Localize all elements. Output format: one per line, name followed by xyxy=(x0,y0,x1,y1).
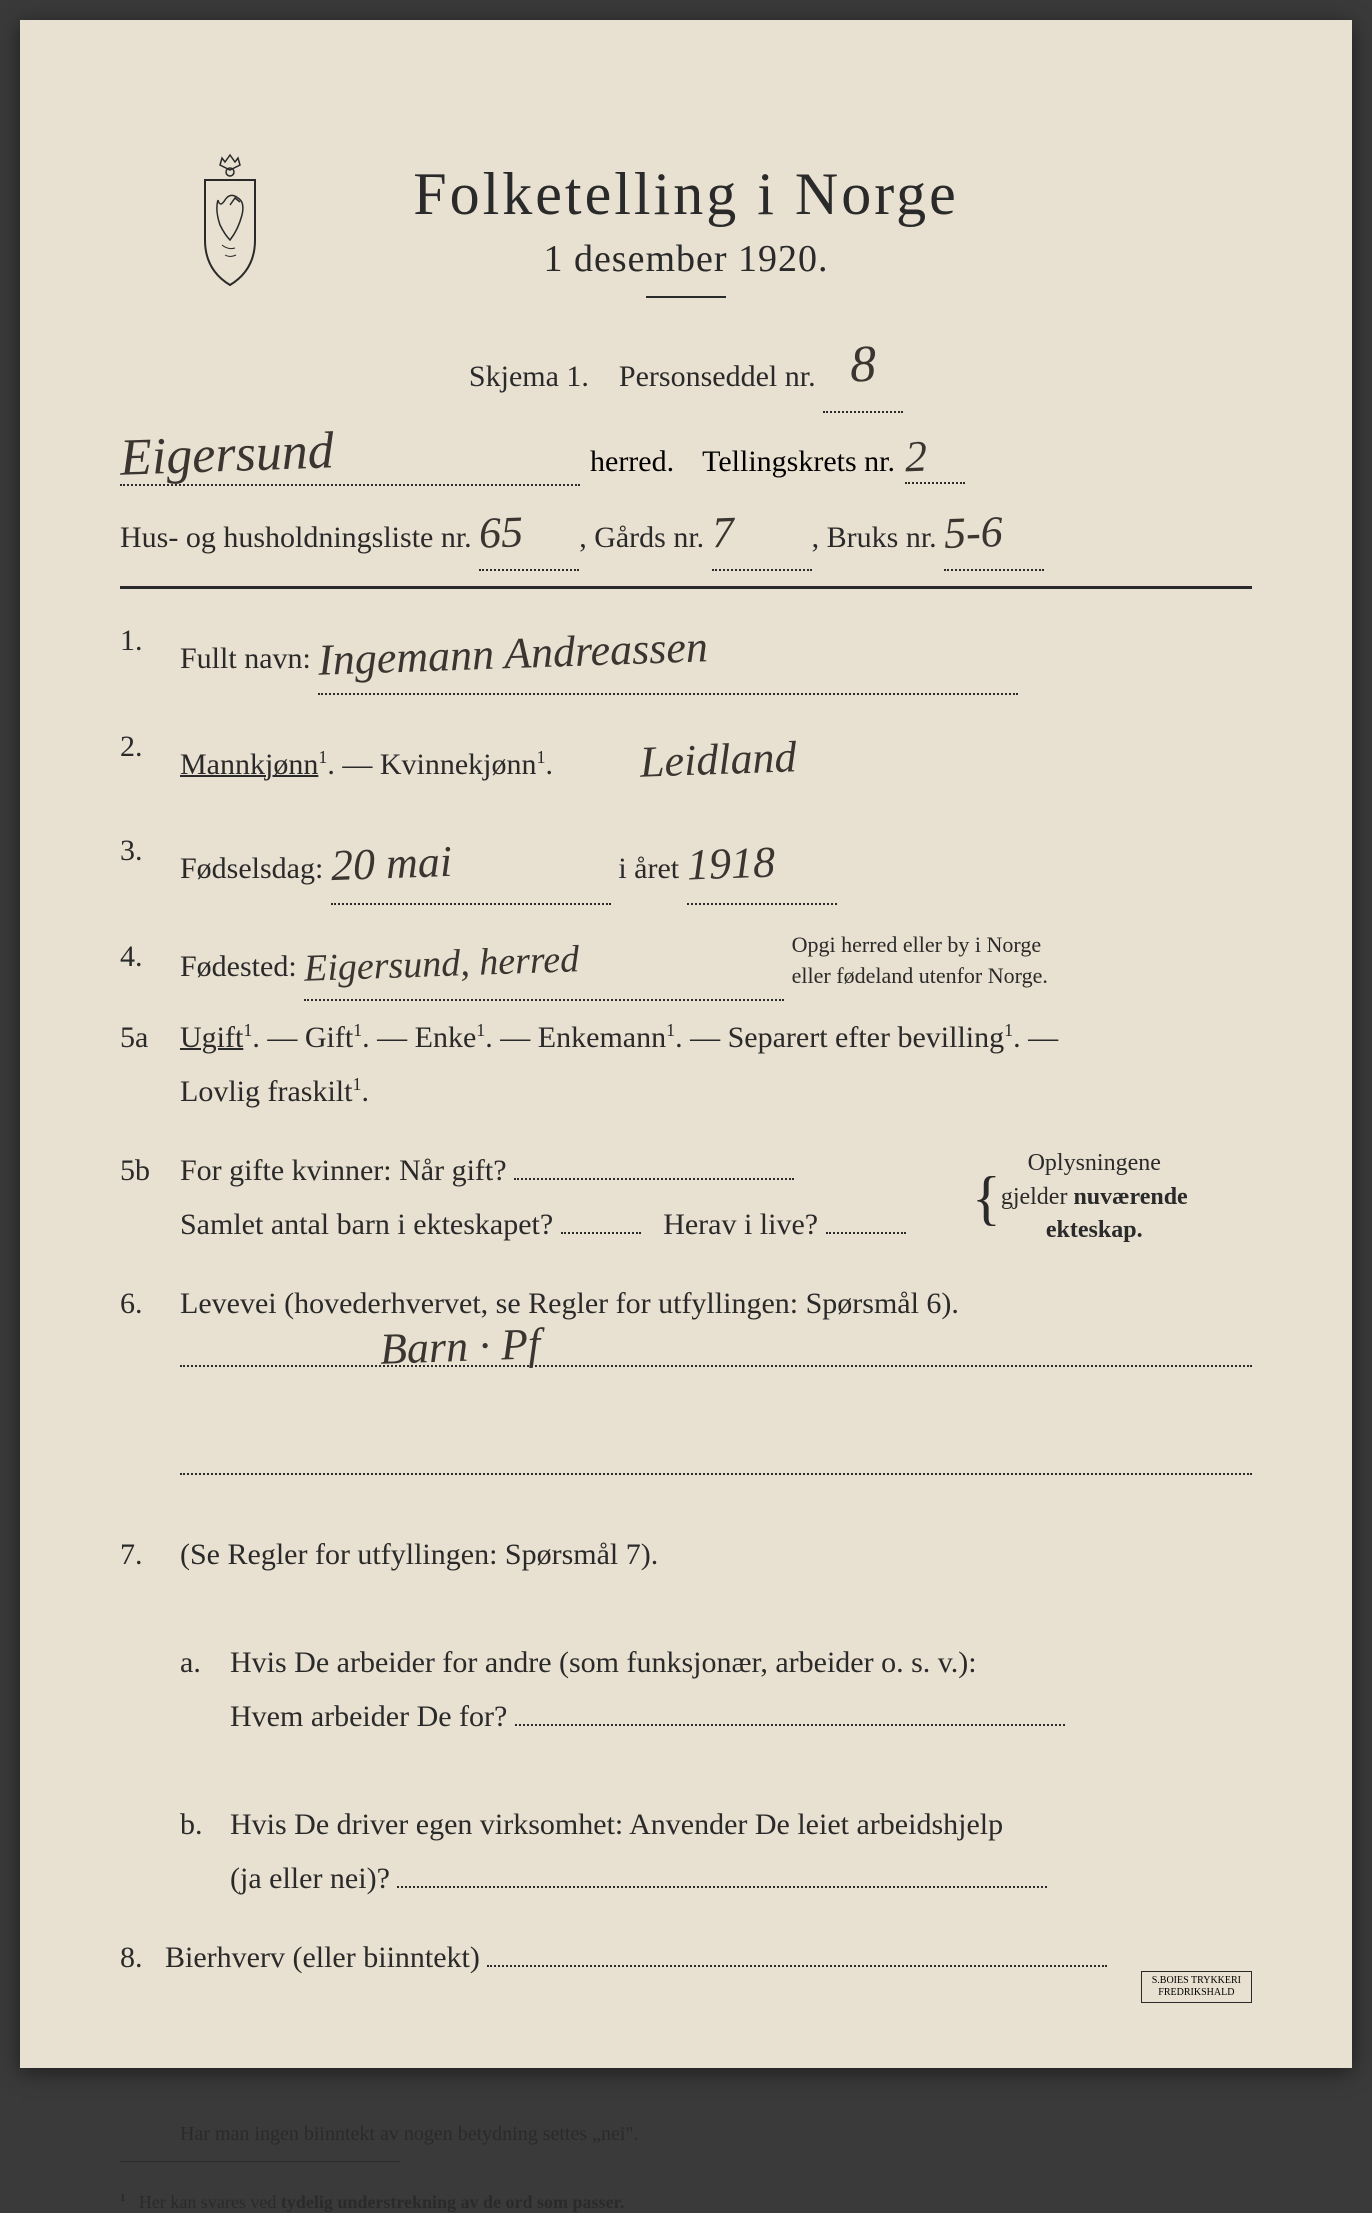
q1: 1. Fullt navn: Ingemann Andreassen xyxy=(120,614,1252,695)
q3-year-label: i året xyxy=(618,852,679,885)
q1-num: 1. xyxy=(120,614,180,668)
q2-male: Mannkjønn xyxy=(180,748,318,781)
bruks-label: Bruks nr. xyxy=(827,521,937,554)
q5a-separert: Separert efter bevilling xyxy=(728,1021,1005,1054)
section-divider xyxy=(120,586,1252,589)
q5b-note: Oplysningene gjelder nuværende ekteskap. xyxy=(1001,1147,1188,1248)
q4-value: Eigersund, herred xyxy=(303,925,580,1003)
personseddel-label: Personseddel nr. xyxy=(619,360,816,393)
q6-num: 6. xyxy=(120,1277,180,1331)
husliste-label: Hus- og husholdningsliste nr. xyxy=(120,521,472,554)
q3-year: 1918 xyxy=(685,822,776,904)
q8: 8. Bierhverv (eller biinntekt) xyxy=(120,1931,1252,2093)
gards-value: 7 xyxy=(710,498,734,569)
q5a-ugift: Ugift xyxy=(180,1021,243,1054)
q5a: 5a Ugift1. — Gift1. — Enke1. — Enkemann1… xyxy=(120,1011,1252,1119)
form-title: Folketelling i Norge xyxy=(120,160,1252,229)
q4-note1: Opgi herred eller by i Norge eller fødel… xyxy=(792,930,1048,992)
q5a-enke: Enke xyxy=(415,1021,477,1054)
q7a-label2: Hvem arbeider De for? xyxy=(230,1700,507,1733)
q8-label: Bierhverv (eller biinntekt) xyxy=(165,1941,480,1974)
tellingskrets-value: 2 xyxy=(904,431,928,483)
q7-label: (Se Regler for utfyllingen: Spørsmål 7). xyxy=(180,1538,658,1571)
q4-num: 4. xyxy=(120,930,180,984)
q1-value2: Leidland xyxy=(639,717,798,802)
q3-label: Fødselsdag: xyxy=(180,852,323,885)
q7-num: 7. xyxy=(120,1528,180,1582)
q1-value: Ingemann Andreassen xyxy=(317,607,709,700)
form-header: Folketelling i Norge 1 desember 1920. xyxy=(120,160,1252,298)
q5a-num: 5a xyxy=(120,1011,180,1065)
q5a-enkemann: Enkemann xyxy=(538,1021,666,1054)
q7a-label1: Hvis De arbeider for andre (som funksjon… xyxy=(230,1646,977,1679)
printer-mark: S.BOIES TRYKKERI FREDRIKSHALD xyxy=(1141,1971,1252,2003)
skjema-line: Skjema 1. Personseddel nr. 8 xyxy=(120,328,1252,413)
q7b-label2: (ja eller nei)? xyxy=(230,1862,390,1895)
personseddel-value: 8 xyxy=(849,323,878,407)
brace-icon: { xyxy=(972,1174,1001,1222)
q2: 2. Mannkjønn1. — Kvinnekjønn1. Leidland xyxy=(120,720,1252,799)
husliste-line: Hus- og husholdningsliste nr. 65 , Gårds… xyxy=(120,498,1252,570)
q4-label: Fødested: xyxy=(180,950,297,983)
husliste-value: 65 xyxy=(478,497,524,569)
herred-label: herred. xyxy=(590,445,674,479)
q3-day: 20 mai xyxy=(329,822,453,905)
q3-num: 3. xyxy=(120,824,180,878)
q5b-label2: Samlet antal barn i ekteskapet? xyxy=(180,1208,553,1241)
footnote-1: 1 Her kan svares ved tydelig understrekn… xyxy=(120,2192,1252,2213)
q2-female: Kvinnekjønn xyxy=(380,748,537,781)
footnote-divider xyxy=(120,2161,400,2162)
q5a-fraskilt: Lovlig fraskilt xyxy=(180,1075,352,1108)
q6: 6. Levevei (hovederhvervet, se Regler fo… xyxy=(120,1277,1252,1493)
q5b: 5b For gifte kvinner: Når gift? Samlet a… xyxy=(120,1144,1252,1252)
bruks-value: 5-6 xyxy=(943,497,1004,569)
census-form-page: Folketelling i Norge 1 desember 1920. Sk… xyxy=(20,20,1352,2068)
herred-value: Eigersund xyxy=(119,421,335,487)
q5b-label1: For gifte kvinner: Når gift? xyxy=(180,1154,507,1187)
herred-line: Eigersund herred. Tellingskrets nr. 2 xyxy=(120,425,1252,486)
header-divider xyxy=(646,296,726,298)
q3: 3. Fødselsdag: 20 mai i året 1918 xyxy=(120,824,1252,905)
q1-label: Fullt navn: xyxy=(180,642,311,675)
q5a-gift: Gift xyxy=(305,1021,353,1054)
q7b-num: b. xyxy=(180,1798,230,1906)
q5b-label3: Herav i live? xyxy=(663,1208,818,1241)
q4: 4. Fødested: Eigersund, herred Opgi herr… xyxy=(120,930,1252,1000)
q6-label: Levevei (hovederhvervet, se Regler for u… xyxy=(180,1287,959,1320)
tellingskrets-label: Tellingskrets nr. xyxy=(702,445,895,479)
coat-of-arms-icon xyxy=(180,150,280,290)
form-subtitle: 1 desember 1920. xyxy=(120,237,1252,281)
q7a-num: a. xyxy=(180,1636,230,1744)
footer-note: Har man ingen biinntekt av nogen betydni… xyxy=(180,2123,1252,2146)
q6-value: Barn · Pf xyxy=(379,1304,542,1389)
q8-num: 8. xyxy=(120,1931,165,1985)
q2-num: 2. xyxy=(120,720,180,774)
q7: 7. (Se Regler for utfyllingen: Spørsmål … xyxy=(120,1528,1252,1906)
gards-label: Gårds nr. xyxy=(594,521,704,554)
q5b-num: 5b xyxy=(120,1144,180,1198)
skjema-label: Skjema 1. xyxy=(469,360,589,393)
q7b-label1: Hvis De driver egen virksomhet: Anvender… xyxy=(230,1808,1003,1841)
